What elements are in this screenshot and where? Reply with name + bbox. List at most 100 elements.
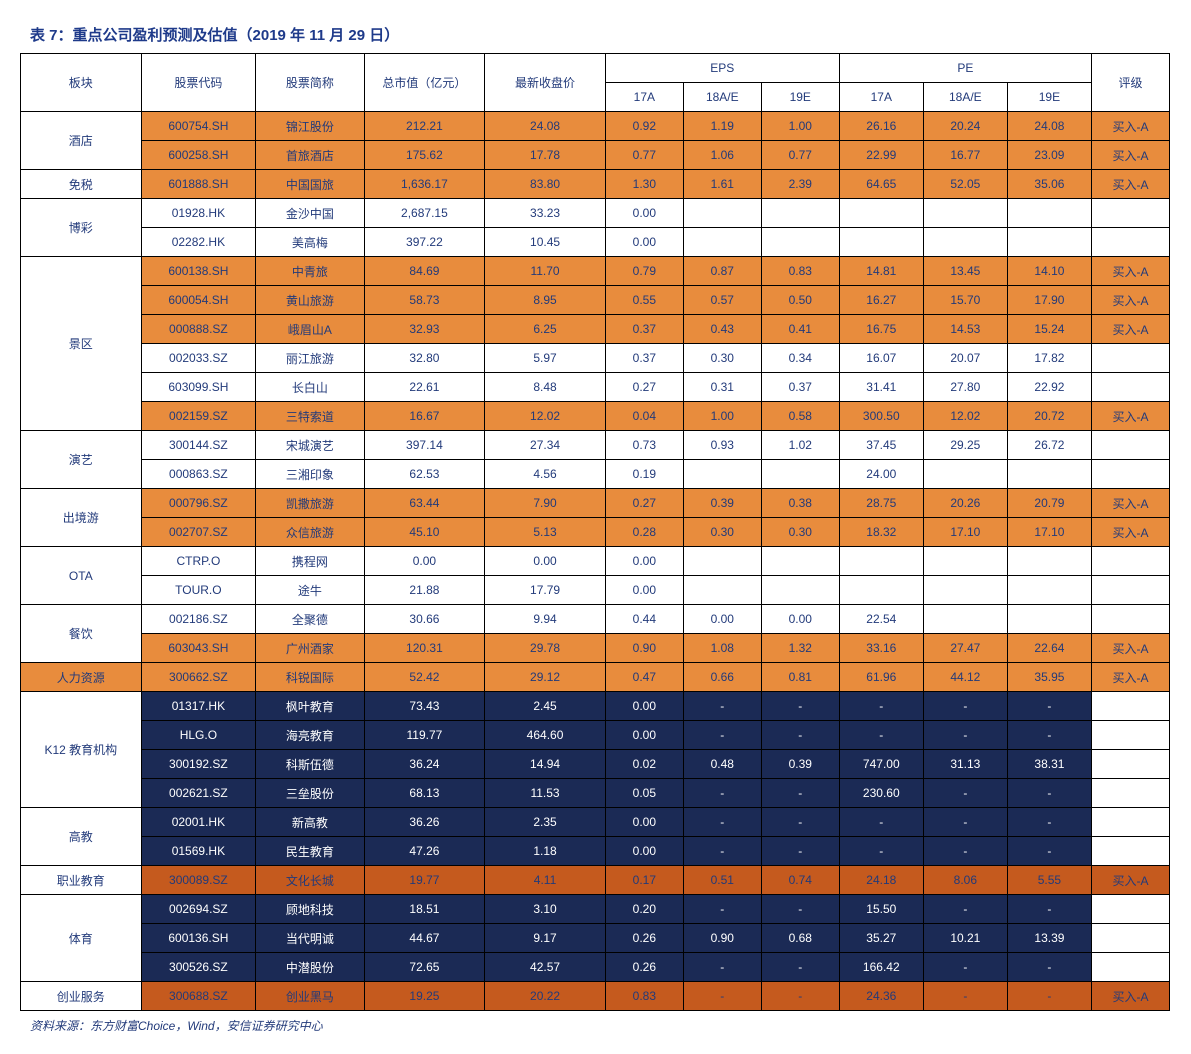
cell-p19: -	[1007, 953, 1091, 982]
cell-rating: 买入-A	[1091, 634, 1169, 663]
cell-p19: 17.90	[1007, 286, 1091, 315]
cell-e19: 0.83	[761, 257, 839, 286]
cell-name: 科锐国际	[256, 663, 364, 692]
sector-cell: 餐饮	[21, 605, 142, 663]
cell-rating	[1091, 344, 1169, 373]
cell-p17: 166.42	[839, 953, 923, 982]
table-row: 000863.SZ三湘印象62.534.560.1924.00	[21, 460, 1170, 489]
cell-e17: 0.26	[605, 924, 683, 953]
cell-rating: 买入-A	[1091, 866, 1169, 895]
cell-e17: 0.27	[605, 373, 683, 402]
cell-name: 首旅酒店	[256, 141, 364, 170]
cell-rating	[1091, 199, 1169, 228]
cell-p17: 230.60	[839, 779, 923, 808]
cell-p19: 20.72	[1007, 402, 1091, 431]
cell-name: 携程网	[256, 547, 364, 576]
cell-e18: 0.48	[683, 750, 761, 779]
cell-code: 600054.SH	[141, 286, 256, 315]
table-row: TOUR.O途牛21.8817.790.00	[21, 576, 1170, 605]
cell-code: 002186.SZ	[141, 605, 256, 634]
cell-e17: 0.90	[605, 634, 683, 663]
cell-e17: 0.47	[605, 663, 683, 692]
cell-e18: 1.19	[683, 112, 761, 141]
cell-name: 全聚德	[256, 605, 364, 634]
cell-p19: 22.92	[1007, 373, 1091, 402]
cell-p19: 35.95	[1007, 663, 1091, 692]
cell-mcap: 18.51	[364, 895, 485, 924]
cell-price: 2.35	[485, 808, 606, 837]
cell-e17: 0.19	[605, 460, 683, 489]
cell-name: 文化长城	[256, 866, 364, 895]
cell-e19: 1.00	[761, 112, 839, 141]
cell-p18: 14.53	[923, 315, 1007, 344]
table-row: 300526.SZ中潜股份72.6542.570.26--166.42--	[21, 953, 1170, 982]
cell-rating	[1091, 808, 1169, 837]
cell-price: 3.10	[485, 895, 606, 924]
hdr-pe-17a: 17A	[839, 83, 923, 112]
cell-p19: 14.10	[1007, 257, 1091, 286]
table-row: 演艺 300144.SZ宋城演艺397.1427.340.730.931.023…	[21, 431, 1170, 460]
cell-p19: -	[1007, 982, 1091, 1011]
cell-p18: -	[923, 982, 1007, 1011]
cell-mcap: 63.44	[364, 489, 485, 518]
cell-p18: 16.77	[923, 141, 1007, 170]
cell-e19: 0.81	[761, 663, 839, 692]
cell-p19	[1007, 460, 1091, 489]
cell-mcap: 32.80	[364, 344, 485, 373]
cell-name: 枫叶教育	[256, 692, 364, 721]
cell-e18	[683, 228, 761, 257]
hdr-rating: 评级	[1091, 54, 1169, 112]
cell-name: 海亮教育	[256, 721, 364, 750]
cell-price: 8.48	[485, 373, 606, 402]
hdr-mcap: 总市值（亿元）	[364, 54, 485, 112]
cell-p19	[1007, 576, 1091, 605]
cell-rating	[1091, 547, 1169, 576]
cell-mcap: 22.61	[364, 373, 485, 402]
cell-mcap: 397.22	[364, 228, 485, 257]
cell-price: 29.12	[485, 663, 606, 692]
cell-e18: -	[683, 982, 761, 1011]
hdr-pe: PE	[839, 54, 1091, 83]
cell-rating	[1091, 373, 1169, 402]
sector-cell: 博彩	[21, 199, 142, 257]
cell-p17: 14.81	[839, 257, 923, 286]
cell-name: 三垒股份	[256, 779, 364, 808]
cell-price: 11.70	[485, 257, 606, 286]
cell-price: 2.45	[485, 692, 606, 721]
table-row: 002159.SZ三特索道16.6712.020.041.000.58300.5…	[21, 402, 1170, 431]
cell-e18: 1.06	[683, 141, 761, 170]
hdr-price: 最新收盘价	[485, 54, 606, 112]
cell-rating: 买入-A	[1091, 315, 1169, 344]
cell-p18	[923, 460, 1007, 489]
cell-e19	[761, 228, 839, 257]
cell-p17	[839, 547, 923, 576]
cell-p17: 16.27	[839, 286, 923, 315]
cell-e19: 0.37	[761, 373, 839, 402]
cell-e19: 0.58	[761, 402, 839, 431]
table-row: 600258.SH首旅酒店175.6217.780.771.060.7722.9…	[21, 141, 1170, 170]
cell-e17: 0.26	[605, 953, 683, 982]
source-footer: 资料来源：东方财富Choice，Wind，安信证券研究中心	[20, 1011, 1170, 1034]
cell-e17: 0.20	[605, 895, 683, 924]
cell-e17: 0.44	[605, 605, 683, 634]
cell-e19: 0.41	[761, 315, 839, 344]
table-title: 表 7：重点公司盈利预测及估值（2019 年 11 月 29 日）	[20, 20, 1170, 53]
cell-p18	[923, 199, 1007, 228]
cell-rating: 买入-A	[1091, 170, 1169, 199]
cell-p17: 16.75	[839, 315, 923, 344]
cell-e18	[683, 576, 761, 605]
cell-e19: 0.77	[761, 141, 839, 170]
cell-e19: 0.39	[761, 750, 839, 779]
cell-e19: -	[761, 953, 839, 982]
cell-p17: 33.16	[839, 634, 923, 663]
cell-name: 广州酒家	[256, 634, 364, 663]
cell-mcap: 2,687.15	[364, 199, 485, 228]
cell-e18: 0.66	[683, 663, 761, 692]
table-row: HLG.O海亮教育119.77464.600.00-----	[21, 721, 1170, 750]
cell-e17: 0.00	[605, 721, 683, 750]
cell-mcap: 72.65	[364, 953, 485, 982]
cell-mcap: 84.69	[364, 257, 485, 286]
cell-e19: 0.00	[761, 605, 839, 634]
cell-name: 创业黑马	[256, 982, 364, 1011]
cell-p19: 24.08	[1007, 112, 1091, 141]
